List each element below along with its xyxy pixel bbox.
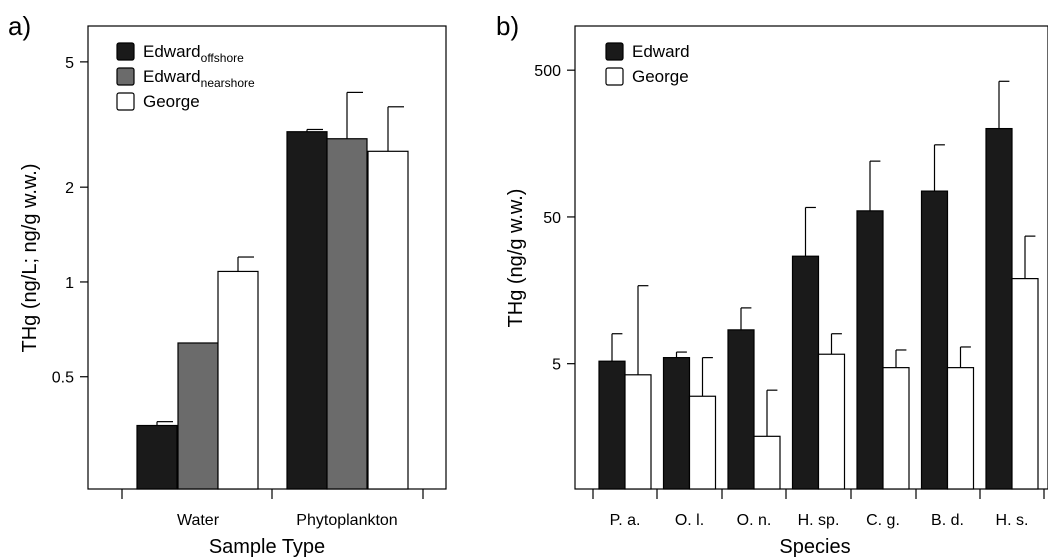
panel-a-frame [87,25,447,490]
legend-swatch [116,92,135,111]
legend-swatch [605,42,624,61]
bar [946,367,975,490]
x-tick-label: P. a. [610,512,641,529]
panel-a-label: a) [8,11,31,41]
legend-label-subscript: nearshore [201,76,255,90]
bar [753,435,781,490]
legend-label: Edwardnearshore [143,67,255,90]
panel-b-x-axis-label: Species [779,536,850,557]
panel-b: b) THg (ng/g w.w.) Species 5 50 500 P. a. O… [496,11,1048,557]
panel-a: a) THg (ng/L; ng/g w.w.) Sample Type 0.5… [8,11,447,557]
bar [136,424,178,490]
panel-a-y-ticks: 0.5 1 2 5 [52,55,88,387]
panel-a-bars [136,91,409,490]
y-tick-label: 5 [65,55,74,72]
panel-b-legend: Edward George [605,42,690,86]
panel-a-y-axis-label: THg (ng/L; ng/g w.w.) [19,164,41,353]
x-tick-label: H. s. [996,512,1029,529]
bar [856,210,884,490]
panel-b-y-axis-label: THg (ng/g w.w.) [505,189,527,328]
legend-label-subscript: offshore [201,51,244,65]
bar [217,270,259,490]
legend-label: Edwardoffshore [143,42,244,65]
x-tick-label: C. g. [866,512,900,529]
panel-a-x-ticks: Water Phytoplankton [121,489,424,529]
bar [662,357,691,490]
bar [727,329,755,490]
bar [598,360,626,490]
bar [177,342,219,490]
panel-b-bars [598,80,1039,490]
y-tick-label: 5 [552,357,561,374]
bar [1011,278,1039,490]
panel-b-y-ticks: 5 50 500 [534,63,575,374]
panel-b-x-ticks: P. a. O. l. O. n. H. sp. C. g. B. d. H. s. [592,489,1045,529]
bar [985,127,1013,490]
legend-label: George [632,67,689,86]
x-tick-label: O. n. [737,512,772,529]
legend-label: Edward [632,42,690,61]
bar [624,374,652,490]
legend-label: George [143,92,200,111]
x-tick-label: O. l. [675,512,704,529]
x-tick-label: B. d. [931,512,964,529]
bar [326,138,368,490]
y-tick-label: 0.5 [52,370,74,387]
x-tick-label: H. sp. [798,512,840,529]
bar [367,150,409,490]
bar [817,353,846,490]
bar [882,367,910,490]
y-tick-label: 1 [65,275,74,292]
bar [286,131,328,490]
panel-a-x-axis-label: Sample Type [209,536,325,557]
bar [920,190,949,490]
legend-swatch [116,67,135,86]
x-tick-label: Water [177,512,220,529]
bar [791,255,820,490]
y-tick-label: 2 [65,180,74,197]
y-tick-label: 500 [534,63,561,80]
legend-swatch [116,42,135,61]
x-tick-label: Phytoplankton [296,512,397,529]
panel-b-label: b) [496,11,519,41]
bar [688,395,717,490]
legend-swatch [605,67,624,86]
y-tick-label: 50 [543,210,561,227]
